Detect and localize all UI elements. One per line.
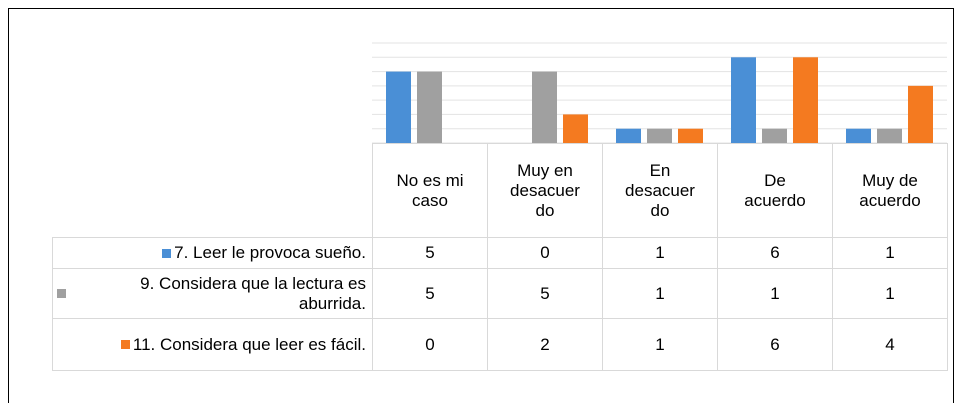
table-value: 1: [602, 318, 718, 371]
table-value-text: 0: [540, 243, 550, 262]
bar: [908, 85, 933, 143]
category-header: En desacuerdo: [602, 143, 718, 238]
category-header: No es mi caso: [372, 143, 488, 238]
bar: [762, 128, 787, 143]
bar: [846, 128, 871, 143]
category-header-text: Muy en desacuerdo: [510, 160, 580, 220]
legend-swatch: [120, 340, 130, 349]
bar: [647, 128, 672, 143]
bar: [417, 71, 442, 143]
table-value-text: 1: [655, 334, 665, 354]
table-value-text: 0: [425, 334, 435, 354]
bar: [731, 57, 756, 143]
table-value-text: 1: [885, 243, 895, 262]
legend-text: 9. Considera que la lectura es aburrida.: [140, 273, 366, 313]
category-header: Muy en desacuerdo: [487, 143, 603, 238]
table-value-text: 2: [540, 334, 550, 354]
table-value-text: 6: [770, 243, 780, 262]
frame: [8, 8, 954, 403]
category-header: De acuerdo: [717, 143, 833, 238]
table-value-text: 1: [885, 283, 895, 303]
legend-swatch: [57, 289, 66, 298]
legend-label: 7. Leer le provoca sueño.: [52, 237, 373, 269]
table-value: 5: [372, 268, 488, 319]
bar: [877, 128, 902, 143]
category-header-text: Muy de acuerdo: [859, 170, 921, 210]
category-header: Muy de acuerdo: [832, 143, 948, 238]
table-value: 5: [372, 237, 488, 269]
table-value-text: 1: [770, 283, 780, 303]
category-header-text: De acuerdo: [744, 170, 806, 210]
table-value-text: 6: [770, 334, 780, 354]
table-value: 6: [717, 237, 833, 269]
table-value-text: 5: [425, 243, 435, 262]
table-value: 6: [717, 318, 833, 371]
bar: [678, 128, 703, 143]
legend-text: 11. Considera que leer es fácil.: [132, 334, 366, 354]
table-value-text: 5: [540, 283, 550, 303]
bar: [793, 57, 818, 143]
bar: [532, 71, 557, 143]
table-value-text: 5: [425, 283, 435, 303]
category-header-text: No es mi caso: [396, 170, 464, 210]
table-value: 0: [372, 318, 488, 371]
table-value: 5: [487, 268, 603, 319]
legend-label: 9. Considera que la lectura es aburrida.: [52, 268, 373, 319]
legend-text: 7. Leer le provoca sueño.: [174, 243, 366, 262]
bar: [616, 128, 641, 143]
bar: [386, 71, 411, 143]
table-value: 1: [602, 237, 718, 269]
table-value-text: 1: [655, 243, 665, 262]
table-value: 2: [487, 318, 603, 371]
table-value: 1: [832, 268, 948, 319]
legend-label: 11. Considera que leer es fácil.: [52, 318, 373, 371]
table-value: 1: [602, 268, 718, 319]
table-value: 1: [832, 237, 948, 269]
table-value-text: 1: [655, 283, 665, 303]
table-value-text: 4: [885, 334, 895, 354]
table-value: 0: [487, 237, 603, 269]
table-value: 1: [717, 268, 833, 319]
category-header-text: En desacuerdo: [625, 160, 695, 220]
legend-swatch: [162, 248, 172, 258]
bar: [563, 114, 588, 143]
table-value: 4: [832, 318, 948, 371]
